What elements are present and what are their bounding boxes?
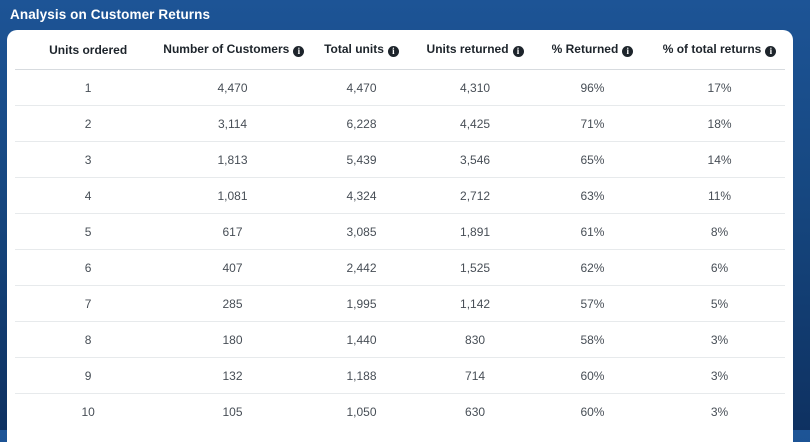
table-cell: 1,050 [346,404,377,419]
analytics-panel: { "title": "Analysis on Customer Returns… [0,0,810,430]
table-cell: 58% [530,321,655,358]
table-cell: 1,440 [303,321,420,358]
column-header: Total units i [303,30,420,70]
table-cell: 3,114 [161,105,304,142]
column-header: Units ordered [15,30,162,70]
table-cell: 6,228 [303,105,420,142]
column-header-label: Number of Customers [163,42,290,56]
info-icon[interactable]: i [293,46,304,57]
column-header-label: Units ordered [49,42,128,57]
table-cell: 57% [530,285,655,322]
table-cell: 4,310 [419,69,531,106]
info-icon[interactable]: i [622,46,634,57]
table-cell: 3% [654,321,785,358]
table-row: 9 132 1,188 714 60% 3% [15,357,785,394]
table-cell: 9 [15,357,162,394]
table-cell: 7 [15,285,162,322]
table-cell: 1,995 [303,285,420,322]
table-cell: 630 [465,404,486,419]
table-row: 4 1,081 4,324 2,712 63% 11% [15,177,785,214]
table-row: 10 105 1,050 630 60% 3% [15,394,785,430]
table-cell: 5% [654,285,785,322]
table-cell: 4,470 [161,69,304,106]
table-cell: 65% [530,141,655,178]
table-cell: 17% [654,69,785,106]
table-cell: 6% [654,249,785,286]
table-cell: 8% [654,213,785,250]
table-row: 8 180 1,440 830 58% 3% [15,321,785,358]
info-icon[interactable]: i [765,46,777,57]
table-cell: 1,891 [419,213,531,250]
info-icon[interactable]: i [512,46,524,57]
table-cell: 1,081 [161,177,304,214]
table-cell: 4,425 [419,105,531,142]
table-body: 1 4,470 4,470 4,310 96% 17% 2 3,114 6,228 4,425 71… [15,69,785,430]
column-header-label: % of total returns [662,42,762,56]
column-header: Units returned i [419,30,531,70]
table-row: 3 1,813 5,439 3,546 65% 14% [15,141,785,178]
page-title: Analysis on Customer Returns [10,7,211,22]
table-cell: 5,439 [303,141,420,178]
table-cell: 5 [15,213,162,250]
table-cell: 105 [222,404,243,419]
table-cell: 180 [161,321,304,358]
table-cell: 1,188 [303,357,420,394]
table-cell: 132 [161,357,304,394]
column-header-label: Total units [324,42,384,56]
column-header: Number of Customers i [161,30,304,70]
table-row: 2 3,114 6,228 4,425 71% 18% [15,105,785,142]
table-cell: 3,085 [303,213,420,250]
table-cell: 2,712 [419,177,531,214]
table-cell: 3 [15,141,162,178]
returns-table-card: Units ordered Number of Customers i Total u… [7,30,793,442]
table-cell: 4,470 [303,69,420,106]
table-row: 7 285 1,995 1,142 57% 5% [15,285,785,322]
customer-returns-table: Units ordered Number of Customers i Total u… [15,30,785,429]
table-cell: 714 [419,357,531,394]
table-cell: 1,525 [419,249,531,286]
table-cell: 71% [530,105,655,142]
table-cell: 60% [530,357,655,394]
table-cell: 96% [530,69,655,106]
table-cell: 6 [15,249,162,286]
table-cell: 61% [530,213,655,250]
table-cell: 63% [530,177,655,214]
table-cell: 407 [161,249,304,286]
table-cell: 3% [654,357,785,394]
column-header-label: % Returned [551,42,619,56]
table-cell: 14% [654,141,785,178]
table-cell: 10 [81,404,95,419]
table-cell: 3% [710,404,729,419]
table-cell: 8 [15,321,162,358]
table-cell: 1,813 [161,141,304,178]
header-row: Units ordered Number of Customers i Total u… [15,30,785,70]
table-cell: 285 [161,285,304,322]
column-header: % of total returns i [654,30,785,70]
column-header: % Returned i [530,30,655,70]
table-cell: 4 [15,177,162,214]
table-cell: 11% [654,177,785,214]
table-cell: 62% [530,249,655,286]
table-cell: 617 [161,213,304,250]
info-icon[interactable]: i [387,46,399,57]
column-header-label: Units returned [426,42,509,56]
table-row: 5 617 3,085 1,891 61% 8% [15,213,785,250]
table-cell: 1 [15,69,162,106]
table-row: 1 4,470 4,470 4,310 96% 17% [15,69,785,106]
table-cell: 3,546 [419,141,531,178]
table-cell: 830 [419,321,531,358]
table-cell: 2 [15,105,162,142]
table-cell: 60% [580,404,605,419]
table-cell: 18% [654,105,785,142]
table-row: 6 407 2,442 1,525 62% 6% [15,249,785,286]
table-cell: 2,442 [303,249,420,286]
table-cell: 1,142 [419,285,531,322]
table-cell: 4,324 [303,177,420,214]
